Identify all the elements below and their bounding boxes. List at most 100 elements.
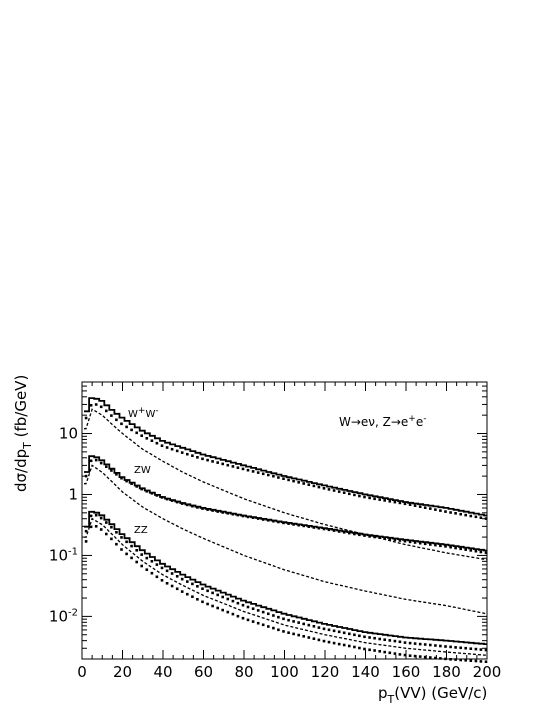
data-point	[322, 527, 326, 531]
data-point	[449, 545, 452, 549]
x-axis-title: pT(VV) (GeV/c)	[378, 684, 487, 706]
data-point	[196, 456, 199, 459]
data-point	[363, 534, 366, 537]
data-point	[368, 535, 371, 538]
x-tick-label: 180	[432, 663, 461, 681]
data-point	[282, 521, 285, 525]
x-tick-label: 160	[392, 663, 421, 681]
data-point	[373, 535, 376, 539]
data-point	[459, 512, 462, 516]
data-point	[429, 643, 432, 647]
annotation-ww: W+W-	[128, 406, 159, 420]
data-point	[388, 537, 392, 541]
data-point	[479, 516, 483, 519]
series-line	[84, 517, 488, 656]
series-zw-dashed	[84, 464, 488, 615]
data-point	[429, 543, 432, 546]
data-point	[337, 530, 341, 533]
data-point	[337, 642, 341, 646]
data-point	[145, 556, 149, 560]
data-point	[155, 575, 159, 579]
data-point	[353, 645, 356, 649]
data-point	[297, 523, 300, 527]
data-point	[469, 549, 473, 552]
data-point	[216, 461, 219, 464]
data-point	[261, 623, 265, 627]
data-point	[211, 591, 214, 595]
data-point	[337, 490, 341, 493]
data-point	[201, 600, 204, 604]
data-point	[322, 487, 326, 490]
data-point	[165, 446, 169, 449]
data-point	[277, 520, 280, 524]
data-point	[332, 529, 336, 532]
data-point	[423, 542, 427, 546]
data-point	[251, 516, 255, 519]
data-point	[444, 545, 447, 548]
data-point	[267, 519, 270, 522]
data-point	[403, 502, 407, 506]
data-point	[327, 628, 331, 632]
data-point	[332, 629, 336, 633]
data-point	[297, 621, 300, 624]
data-point	[186, 452, 189, 456]
data-point	[393, 500, 397, 504]
data-point	[317, 485, 321, 489]
data-point	[383, 537, 386, 540]
data-point	[160, 579, 164, 582]
data-point	[130, 428, 133, 432]
x-tick-label: 140	[351, 663, 380, 681]
data-point	[403, 641, 407, 644]
data-point	[191, 595, 194, 598]
data-point	[105, 532, 108, 536]
data-point	[459, 658, 462, 662]
data-point	[89, 514, 93, 518]
data-point	[180, 590, 184, 593]
data-point	[464, 646, 467, 650]
data-point	[196, 585, 199, 588]
data-point	[186, 580, 189, 583]
series-ww-solid-histogram	[84, 397, 487, 517]
data-point	[398, 640, 402, 644]
data-point	[272, 614, 275, 617]
data-point	[201, 457, 204, 461]
data-point	[454, 646, 457, 649]
data-point	[130, 482, 133, 485]
data-point	[231, 465, 235, 468]
data-point	[246, 515, 250, 519]
data-point	[439, 657, 442, 660]
x-tick-label: 40	[153, 663, 172, 681]
data-point	[408, 503, 412, 506]
data-point	[94, 513, 98, 517]
data-point	[434, 656, 437, 660]
process-label: W→eν, Z→e+e-	[339, 414, 426, 429]
data-point	[125, 479, 128, 483]
data-point	[484, 660, 488, 663]
data-point	[322, 627, 326, 631]
data-point	[378, 650, 381, 653]
data-point	[165, 582, 169, 585]
data-point	[206, 589, 209, 593]
data-point	[277, 628, 280, 632]
data-point	[363, 647, 366, 651]
data-point	[434, 644, 437, 647]
data-point	[84, 540, 88, 543]
data-point	[469, 647, 473, 650]
annotation-zw: ZW	[134, 465, 151, 476]
data-point	[444, 510, 447, 513]
data-point	[464, 659, 467, 662]
data-point	[353, 633, 356, 637]
data-point	[418, 505, 422, 508]
y-tick-label: 10-1	[49, 546, 78, 564]
data-point	[105, 465, 108, 468]
data-point	[201, 507, 204, 510]
data-point	[241, 603, 245, 607]
data-point	[418, 541, 422, 545]
data-point	[145, 490, 149, 493]
series-zw-dotted	[84, 458, 488, 555]
data-point	[393, 652, 397, 655]
data-point	[130, 544, 133, 548]
data-point	[439, 544, 442, 548]
data-point	[261, 472, 265, 476]
y-axis-title: dσ/dpT (fb/GeV)	[12, 375, 34, 492]
